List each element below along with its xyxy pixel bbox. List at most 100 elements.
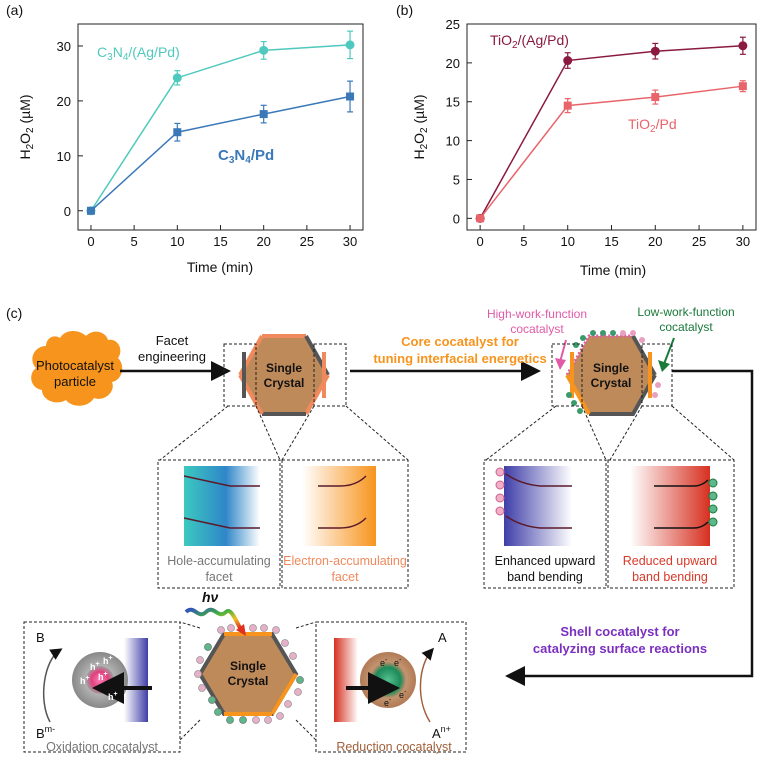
- chart-b-xtick-label: 30: [736, 234, 750, 249]
- chart-a-ytick-label: 20: [57, 94, 71, 109]
- crystal-faceted: Single Crystal: [238, 334, 330, 416]
- chart-a-series-0-point: [345, 40, 355, 50]
- svg-text:h+: h+: [98, 671, 108, 682]
- chart-a-series-1-point: [86, 206, 95, 215]
- chart-b: 0 5 10 15 20 25 30 0 5 10 15 20 25 Time (min) H2O2 (…: [411, 17, 757, 278]
- particle-label: Photocatalyst particle: [36, 358, 114, 389]
- svg-text:e-: e-: [380, 657, 388, 668]
- chart-b-frame: [466, 23, 757, 231]
- legend-tio2-pd: TiO2/Pd: [628, 116, 677, 135]
- chart-a-series-1-line: [90, 95, 351, 212]
- svg-text:e-: e-: [368, 675, 376, 686]
- chart-b-xtick-label: 5: [520, 234, 527, 249]
- chart-b-xtick-label: 10: [560, 234, 574, 249]
- chart-b-ytick-label: 20: [446, 56, 460, 71]
- chart-a-series: [86, 30, 355, 216]
- chart-b-series-0-point: [738, 41, 748, 51]
- chart-a-xtick-label: 5: [131, 234, 138, 249]
- reduction-box: [315, 621, 467, 753]
- enhanced-label: Enhanced upward band bending: [495, 554, 596, 584]
- chart-b-series-1-point: [651, 93, 660, 102]
- svg-text:e-: e-: [384, 697, 392, 708]
- electron-facet-box: [281, 459, 409, 589]
- chart-a-series-0-line: [90, 44, 351, 212]
- chart-b-ytick-label: 0: [453, 211, 460, 226]
- panel-label-a: (a): [6, 2, 23, 18]
- chart-b-xlabel: Time (min): [580, 262, 646, 278]
- ox-product: B: [36, 630, 45, 645]
- svg-text:h+: h+: [108, 691, 118, 702]
- svg-text:h+: h+: [103, 655, 113, 666]
- low-wf-label: Low-work-function cocatalyst: [637, 305, 734, 334]
- shell-cocatalyst-label: Shell cocatalyst for catalyzing surface r…: [533, 624, 707, 656]
- chart-b-series-0-line: [479, 45, 743, 219]
- chart-a-series-0-point: [172, 73, 182, 83]
- chart-a: 0 5 10 15 20 25 30 0 10 20 30 Time (min) H2O2 (µM)…: [17, 23, 364, 275]
- chart-a-xtick-label: 10: [170, 234, 184, 249]
- chart-a-ylabel: H2O2 (µM): [17, 94, 36, 159]
- shell-cocatalyst-arrow: [505, 369, 754, 686]
- svg-text:e-: e-: [399, 689, 407, 700]
- chart-a-ytick-label: 0: [64, 204, 71, 219]
- panel-label-b: (b): [396, 2, 413, 18]
- crystal-core-cocatalyst: Single Crystal: [565, 330, 661, 416]
- chart-a-series-0-point: [259, 45, 269, 55]
- chart-a-ytick-label: 30: [57, 39, 71, 54]
- chart-b-ytick-label: 10: [446, 134, 460, 149]
- oxidation-label: Oxidation cocatalyst: [46, 740, 158, 754]
- red-product: A: [438, 630, 447, 645]
- chart-b-series-1-line: [479, 85, 743, 219]
- chart-a-series-1-point: [259, 110, 268, 119]
- panel-label-c: (c): [6, 305, 22, 321]
- chart-a-xtick-label: 20: [256, 234, 270, 249]
- chart-a-ytick-label: 10: [57, 149, 71, 164]
- chart-a-xtick-label: 0: [87, 234, 94, 249]
- chart-b-ticks: 0 5 10 15 20 25 30 0 5 10 15 20 25: [446, 17, 751, 249]
- chart-b-xtick-label: 15: [604, 234, 618, 249]
- core-cocatalyst-label: Core cocatalyst for tuning interfacial en…: [373, 334, 546, 366]
- chart-b-ytick-label: 15: [446, 95, 460, 110]
- chart-b-series-1-point: [563, 101, 572, 110]
- reduced-label: Reduced upward band bending: [623, 554, 718, 584]
- light-wave: [184, 607, 242, 629]
- enhanced-bending-box: [483, 459, 607, 589]
- chart-a-xlabel: Time (min): [187, 259, 253, 275]
- chart-b-xtick-label: 20: [648, 234, 662, 249]
- chart-b-xtick-label: 0: [477, 234, 484, 249]
- electron-facet-label: Electron-accumulating facet: [283, 554, 407, 584]
- svg-text:h+: h+: [80, 675, 90, 686]
- chart-b-xtick-label: 25: [692, 234, 706, 249]
- chart-b-ylabel: H2O2 (µM): [411, 94, 430, 159]
- legend-tio2-agpd: TiO2/(Ag/Pd): [490, 32, 569, 51]
- hole-facet-label: Hole-accumulating facet: [167, 554, 271, 584]
- chart-b-series-0-point: [650, 46, 660, 56]
- chart-b-ytick-label: 25: [446, 17, 460, 32]
- diagram: Photocatalyst particle Facet engineering S…: [23, 305, 754, 754]
- facet-engineering-label: Facet engineering: [138, 333, 206, 364]
- hole-facet-box: [157, 459, 281, 589]
- chart-b-ytick-label: 5: [453, 172, 460, 187]
- crystal-shell-cocatalyst: Single Crystal: [194, 624, 304, 724]
- chart-a-series-1-point: [346, 92, 355, 101]
- high-wf-label: High-work-function cocatalyst: [487, 307, 587, 336]
- svg-text:h+: h+: [90, 661, 100, 672]
- svg-text:e-: e-: [394, 657, 402, 668]
- chart-a-series-1-point: [173, 128, 182, 137]
- photocatalyst-particle: [31, 331, 123, 406]
- red-reactant: An+: [432, 724, 451, 741]
- chart-a-ticks: 0 5 10 15 20 25 30 0 10 20 30: [57, 39, 358, 249]
- hv-label: hν: [202, 589, 219, 605]
- ox-reactant: Bm-: [36, 724, 55, 741]
- chart-b-series-1-point: [738, 82, 747, 91]
- chart-a-xtick-label: 15: [213, 234, 227, 249]
- legend-c3n4-agpd: C3N4/(Ag/Pd): [97, 44, 180, 63]
- reduction-label: Reduction cocatalyst: [336, 740, 452, 754]
- chart-b-series-0-point: [563, 56, 573, 66]
- chart-b-series: [475, 36, 748, 223]
- chart-a-xtick-label: 25: [300, 234, 314, 249]
- chart-b-series-1-point: [476, 214, 485, 223]
